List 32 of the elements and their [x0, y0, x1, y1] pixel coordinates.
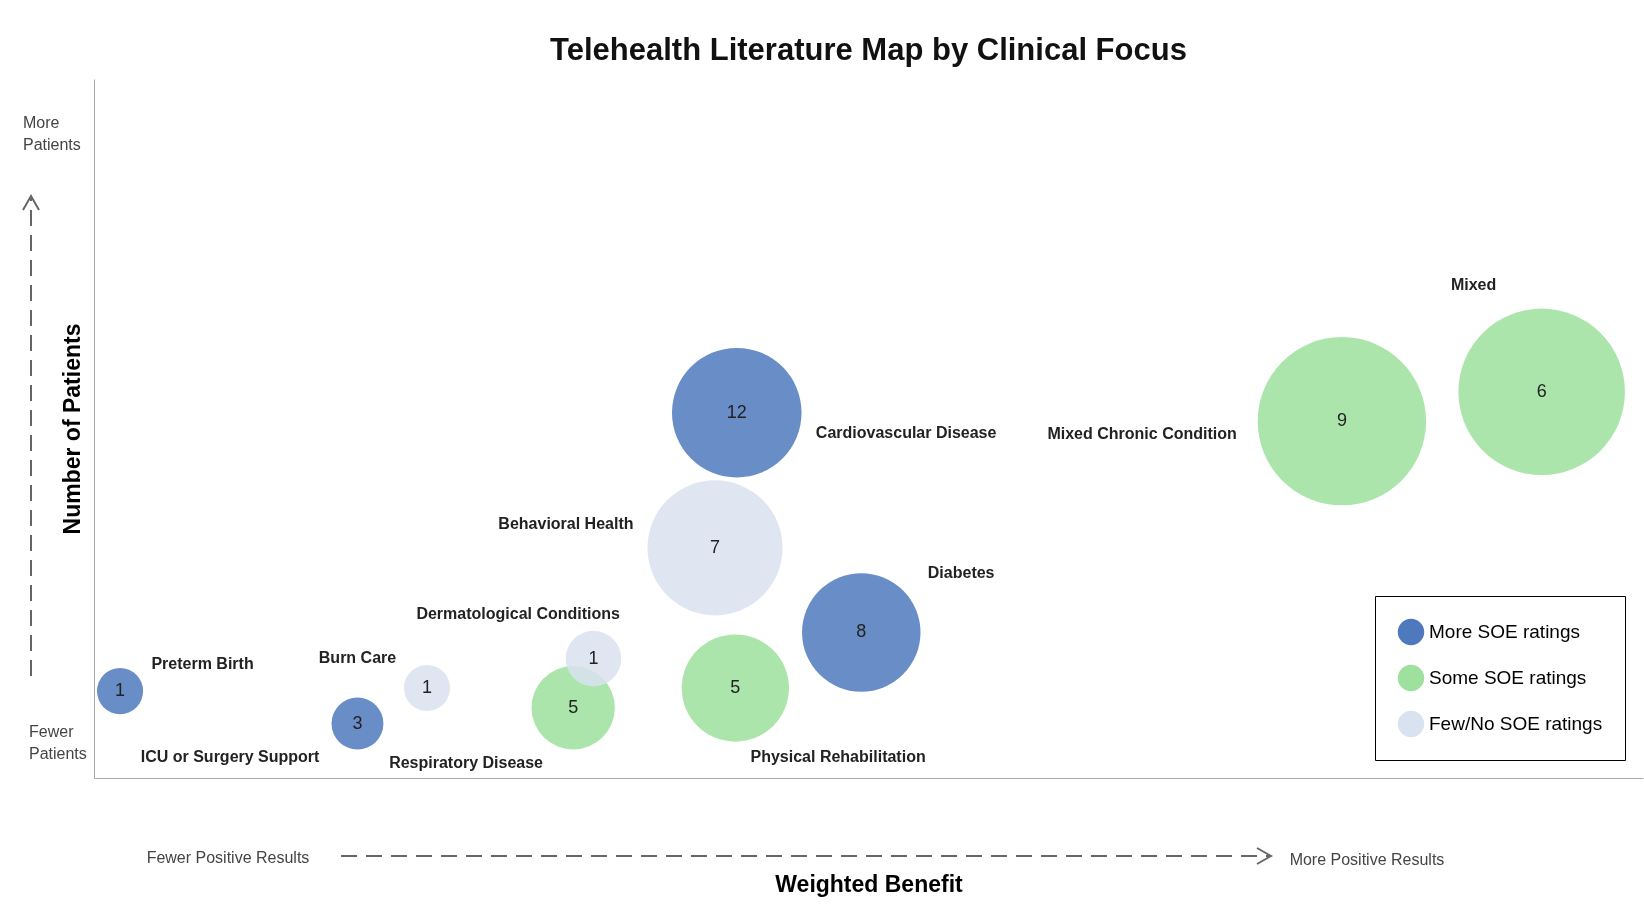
- category-label: Preterm Birth: [151, 655, 254, 673]
- category-label: Mixed: [1450, 276, 1497, 294]
- text: Telehealth Literature Map by Clinical Focus: [550, 32, 1187, 67]
- text: Weighted Benefit: [775, 870, 964, 897]
- category-label: Diabetes: [927, 563, 995, 581]
- category-label: Physical Rehabilitation: [750, 748, 926, 766]
- legend-label: More SOE ratings: [1429, 621, 1580, 642]
- category-label: Mixed Chronic Condition: [1047, 424, 1237, 442]
- category-label: Dermatological Conditions: [416, 604, 621, 622]
- data-label: 3: [352, 712, 363, 733]
- text: More Patients: [23, 114, 81, 153]
- legend-label: Few/No SOE ratings: [1429, 713, 1603, 734]
- text: More Positive Results: [1289, 851, 1445, 868]
- category-label: Respiratory Disease: [389, 754, 544, 772]
- data-label: 1: [588, 647, 599, 668]
- data-label: 5: [568, 696, 579, 717]
- data-label: 6: [1536, 380, 1547, 401]
- data-label: 5: [730, 677, 741, 698]
- category-label: Behavioral Health: [498, 514, 634, 532]
- data-label: 1: [421, 677, 432, 698]
- category-label: Cardiovascular Disease: [815, 423, 997, 441]
- data-label: 12: [726, 401, 747, 422]
- data-label: 7: [710, 536, 721, 557]
- data-label: 1: [115, 680, 126, 701]
- category-label: Burn Care: [318, 648, 397, 666]
- text: Fewer Patients: [29, 723, 87, 762]
- category-label: ICU or Surgery Support: [140, 748, 321, 766]
- text: Fewer Positive Results: [146, 849, 310, 866]
- legend-label: Some SOE ratings: [1429, 667, 1587, 688]
- text: Number of Patients: [58, 323, 85, 535]
- data-label: 9: [1336, 410, 1347, 431]
- data-label: 8: [856, 621, 867, 642]
